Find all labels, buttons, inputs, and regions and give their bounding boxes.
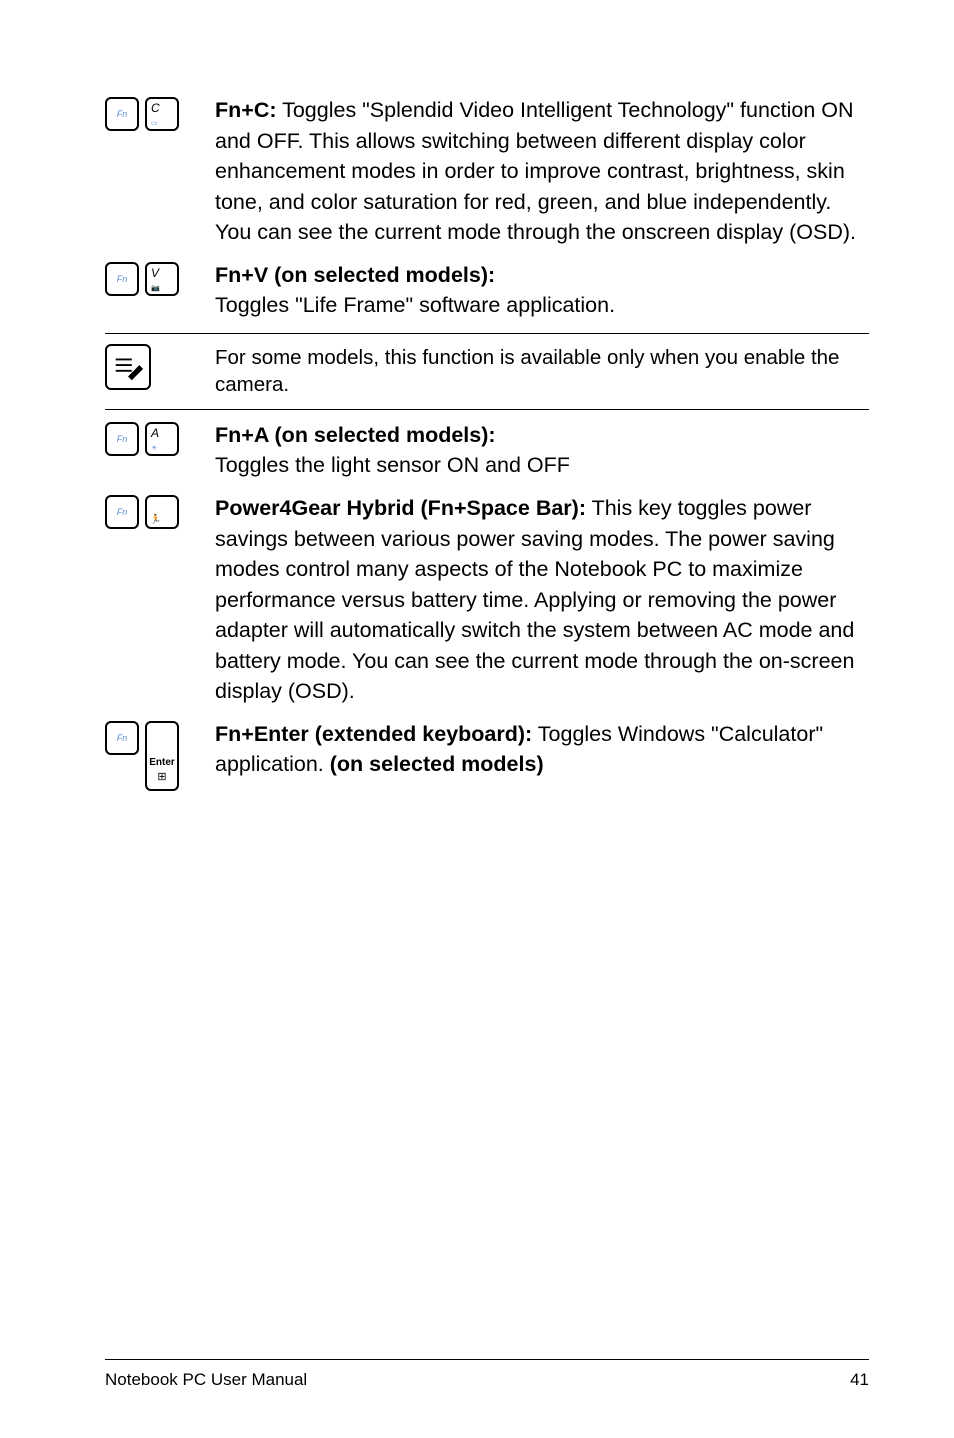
icon-column: Fn 🏃 <box>105 493 215 529</box>
sensor-icon: ☀ <box>151 444 157 452</box>
entry-bold-2: (on selected models) <box>330 752 544 776</box>
icon-column: Fn V 📷 <box>105 260 215 296</box>
entry-bold: Fn+A (on selected models): <box>215 423 496 447</box>
key-letter: C <box>151 101 160 115</box>
footer-page-number: 41 <box>850 1370 869 1390</box>
fn-key-icon: Fn <box>105 721 139 755</box>
entry-text: Fn+V (on selected models): Toggles "Life… <box>215 260 869 321</box>
running-icon: 🏃 <box>150 514 161 525</box>
key-letter: A <box>151 426 159 440</box>
entry-text: Fn+C: Toggles "Splendid Video Intelligen… <box>215 95 869 248</box>
entry-bold-1: Fn+Enter (extended keyboard): <box>215 722 532 746</box>
entry-text: Fn+Enter (extended keyboard): Toggles Wi… <box>215 719 869 780</box>
icon-column: Fn A ☀ <box>105 420 215 456</box>
entry-fn-a: Fn A ☀ Fn+A (on selected models): Toggle… <box>105 420 869 481</box>
fn-key-icon: Fn <box>105 495 139 529</box>
key-letter: V <box>151 266 159 280</box>
fn-key-icon: Fn <box>105 97 139 131</box>
a-key-icon: A ☀ <box>145 422 179 456</box>
icon-column: Fn C ▭ <box>105 95 215 131</box>
entry-body: Toggles "Life Frame" software applicatio… <box>215 293 615 317</box>
page-footer: Notebook PC User Manual 41 <box>105 1359 869 1390</box>
entry-bold: Power4Gear Hybrid (Fn+Space Bar): <box>215 496 586 520</box>
space-key-icon: 🏃 <box>145 495 179 529</box>
enter-key-icon: Enter ⊞ <box>145 721 179 791</box>
entry-text: Power4Gear Hybrid (Fn+Space Bar): This k… <box>215 493 869 707</box>
entry-fn-v: Fn V 📷 Fn+V (on selected models): Toggle… <box>105 260 869 321</box>
footer-left: Notebook PC User Manual <box>105 1370 307 1390</box>
icon-column <box>105 344 215 390</box>
camera-icon: 📷 <box>151 284 160 292</box>
entry-bold: Fn+V (on selected models): <box>215 263 495 287</box>
entry-body: Toggles the light sensor ON and OFF <box>215 453 570 477</box>
fn-key-icon: Fn <box>105 422 139 456</box>
fn-label: Fn <box>117 733 128 743</box>
icon-column: Fn Enter ⊞ <box>105 719 215 791</box>
fn-label: Fn <box>117 507 128 517</box>
calculator-icon: ⊞ <box>157 770 166 783</box>
entry-fn-enter: Fn Enter ⊞ Fn+Enter (extended keyboard):… <box>105 719 869 791</box>
fn-key-icon: Fn <box>105 262 139 296</box>
entry-fn-space: Fn 🏃 Power4Gear Hybrid (Fn+Space Bar): T… <box>105 493 869 707</box>
entry-fn-c: Fn C ▭ Fn+C: Toggles "Splendid Video Int… <box>105 95 869 248</box>
c-key-icon: C ▭ <box>145 97 179 131</box>
v-key-icon: V 📷 <box>145 262 179 296</box>
pencil-note-icon <box>111 349 145 385</box>
note-text: For some models, this function is availa… <box>215 344 869 399</box>
entry-bold: Fn+C: <box>215 98 277 122</box>
enter-label: Enter <box>149 757 175 768</box>
fn-label: Fn <box>117 274 128 284</box>
entry-body: This key toggles power savings between v… <box>215 496 854 703</box>
note-icon <box>105 344 151 390</box>
key-sub-icon: ▭ <box>151 119 158 127</box>
entry-text: Fn+A (on selected models): Toggles the l… <box>215 420 869 481</box>
fn-label: Fn <box>117 109 128 119</box>
note-body: For some models, this function is availa… <box>215 346 839 397</box>
note-row: For some models, this function is availa… <box>105 333 869 410</box>
fn-label: Fn <box>117 434 128 444</box>
entry-body: Toggles "Splendid Video Intelligent Tech… <box>215 98 856 244</box>
